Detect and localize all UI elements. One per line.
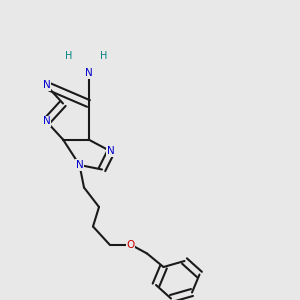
Text: H: H bbox=[100, 50, 107, 61]
Text: N: N bbox=[43, 80, 50, 91]
Text: N: N bbox=[107, 146, 115, 157]
Text: N: N bbox=[85, 68, 92, 79]
Text: N: N bbox=[76, 160, 83, 170]
Text: H: H bbox=[65, 50, 73, 61]
Text: N: N bbox=[43, 116, 50, 127]
Text: O: O bbox=[126, 239, 135, 250]
